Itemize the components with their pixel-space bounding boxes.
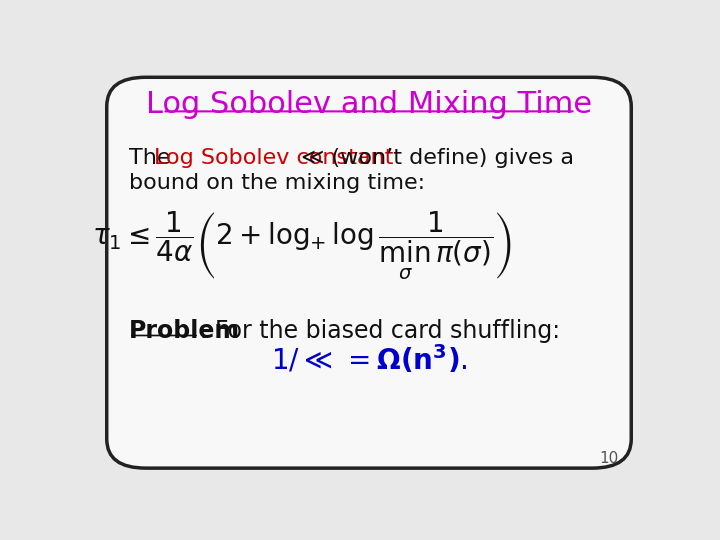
Text: bound on the mixing time:: bound on the mixing time: <box>129 173 426 193</box>
Text: The: The <box>129 148 178 168</box>
Text: ≪ (won’t define) gives a: ≪ (won’t define) gives a <box>294 148 575 168</box>
Text: . For the biased card shuffling:: . For the biased card shuffling: <box>200 319 561 343</box>
Text: Log Sobolev constant: Log Sobolev constant <box>154 148 394 168</box>
Text: $1/{\ll}\, = \mathbf{\Omega(n^3)}.$: $1/{\ll}\, = \mathbf{\Omega(n^3)}.$ <box>271 343 467 376</box>
Text: 10: 10 <box>599 451 618 467</box>
Text: Log Sobolev and Mixing Time: Log Sobolev and Mixing Time <box>146 90 592 119</box>
Text: $\tau_1 \leq \dfrac{1}{4\alpha}\left(2 + \log_+ \log\dfrac{1}{\min_{\sigma}\,\pi: $\tau_1 \leq \dfrac{1}{4\alpha}\left(2 +… <box>92 210 512 282</box>
Text: Problem: Problem <box>129 319 240 343</box>
FancyBboxPatch shape <box>107 77 631 468</box>
